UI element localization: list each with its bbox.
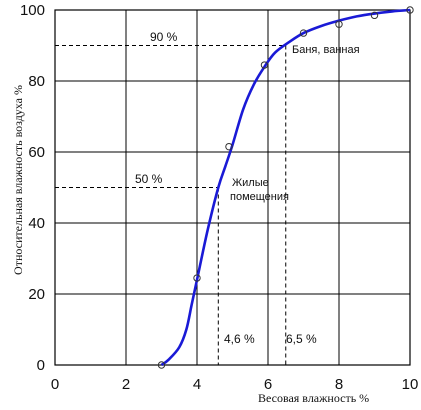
series [160,8,411,367]
data-point-2 [225,142,233,151]
x-tick-label-5: 10 [402,376,419,393]
data-point-0 [157,361,166,369]
x-tick-label-4: 8 [335,376,343,393]
annotation-x-4-6: 4,6 % [224,332,255,346]
annotation-x-6-5: 6,5 % [286,332,317,346]
data-point-7 [406,6,414,14]
data-point-3 [260,61,269,69]
y-tick-label-2: 40 [28,215,45,232]
x-tick-label-1: 2 [122,376,130,393]
y-tick-label-5: 100 [20,2,45,19]
grid [54,9,411,366]
annotation-50-percent: 50 % [135,172,163,186]
y-tick-label-4: 80 [28,73,45,90]
y-tick-label-3: 60 [28,144,45,161]
y-tick-label-1: 20 [28,286,45,303]
data-point-6 [370,11,379,20]
data-point-4 [299,29,308,37]
data-point-1 [193,274,201,282]
reference-lines [55,45,287,365]
data-point-5 [335,20,343,28]
x-axis-title: Весовая влажность % [258,391,369,405]
annotation-living-line1: Жилые [232,177,269,189]
y-tick-label-0: 0 [37,357,45,374]
x-tick-label-0: 0 [51,376,59,393]
annotation-bath: Баня, ванная [292,44,360,56]
series-line [160,8,411,367]
x-tick-label-2: 4 [193,376,201,393]
y-axis-title: Относительная влажность воздуха % [11,85,25,275]
x-tick-label-3: 6 [264,376,272,393]
annotation-living-line2: помещения [230,191,289,203]
annotation-90-percent: 90 % [150,30,178,44]
data-points [157,6,414,369]
